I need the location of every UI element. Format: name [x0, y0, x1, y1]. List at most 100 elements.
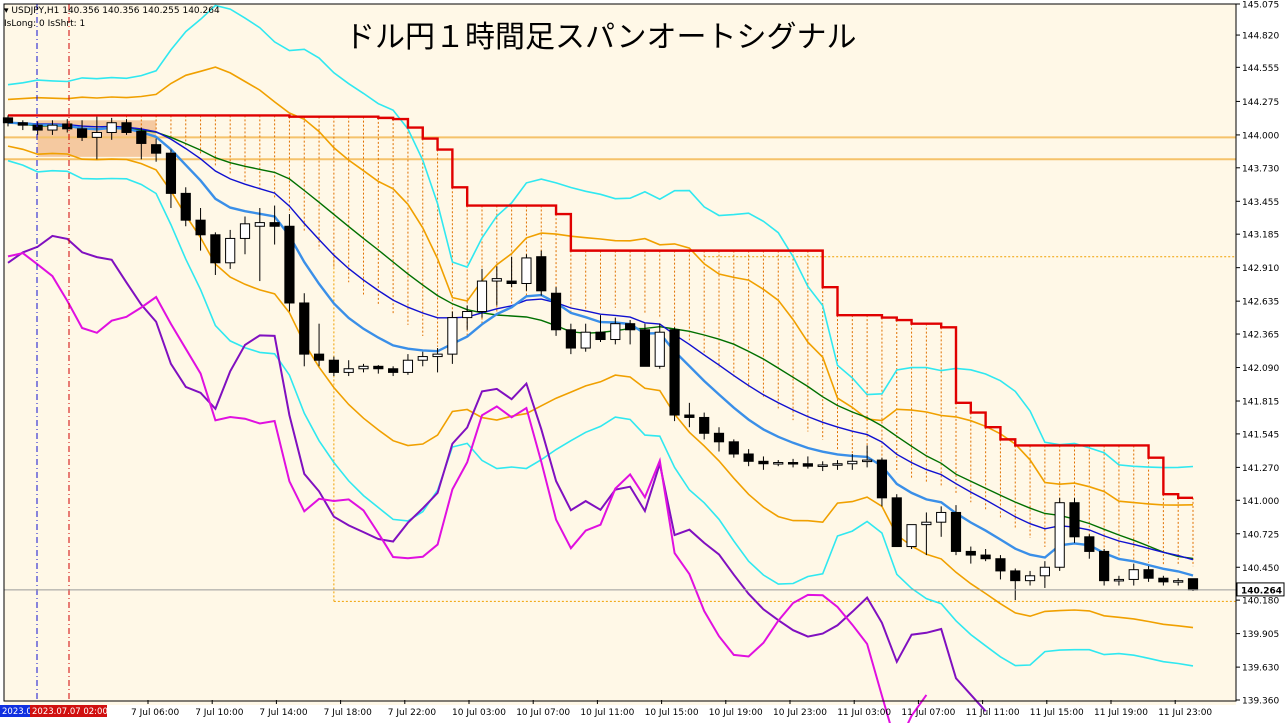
time-tag-red	[30, 705, 107, 717]
candle-body	[536, 256, 547, 292]
candle	[491, 266, 502, 306]
candle-body	[669, 329, 680, 416]
candle-body	[580, 331, 591, 349]
candle-body	[417, 356, 428, 361]
candle-body	[313, 353, 325, 361]
candle-body	[476, 280, 488, 313]
candle-body	[284, 225, 295, 304]
y-tick-label: 143.730	[1242, 164, 1279, 174]
candle-body	[106, 122, 117, 133]
purple-line	[7, 234, 987, 712]
candle-body	[847, 460, 858, 465]
x-tick-label: 7 Jul 14:00	[259, 708, 308, 718]
candle	[62, 119, 73, 133]
candle-body	[210, 234, 221, 264]
dropdown-icon[interactable]: ▾	[4, 6, 9, 16]
candle-body	[1024, 575, 1036, 582]
candle	[432, 348, 443, 373]
candle-body	[758, 460, 769, 465]
y-tick-label: 140.725	[1242, 530, 1279, 540]
candle	[847, 453, 858, 470]
y-tick-label: 142.365	[1242, 331, 1279, 341]
candle	[180, 187, 191, 227]
candle	[521, 254, 532, 291]
candle	[625, 320, 636, 345]
x-tick-label: 11 Jul 11:00	[966, 708, 1020, 718]
candle-body	[462, 311, 473, 319]
candle	[239, 216, 251, 255]
candle-body	[1187, 578, 1199, 591]
candle	[1187, 578, 1199, 592]
y-tick-label: 144.555	[1242, 64, 1279, 74]
candle-body	[565, 329, 576, 349]
candle-body	[62, 123, 73, 130]
candle-body	[684, 414, 695, 418]
x-tick-label: 11 Jul 03:00	[837, 708, 891, 718]
candle-body	[1010, 570, 1021, 582]
overlay-title: ドル円１時間足スパンオートシグナル	[345, 20, 857, 55]
candle-body	[17, 122, 28, 126]
candle	[817, 461, 828, 472]
y-tick-label: 142.090	[1242, 364, 1279, 374]
candle-body	[891, 497, 902, 548]
magenta-line	[7, 252, 928, 723]
candle-body	[965, 550, 976, 556]
candle	[669, 327, 680, 422]
candle	[2, 115, 14, 127]
x-tick-label: 11 Jul 15:00	[1030, 708, 1084, 718]
candle	[965, 546, 976, 564]
candle-body	[373, 365, 384, 370]
candle	[343, 360, 354, 377]
plot-area	[4, 4, 1236, 705]
candle-body	[2, 117, 14, 124]
price-label: 140.264	[1241, 586, 1282, 596]
candle-body	[402, 359, 414, 373]
candle	[921, 512, 932, 556]
candle-body	[239, 223, 251, 239]
candle	[832, 460, 843, 470]
candle-body	[76, 128, 88, 138]
candle-body	[432, 353, 443, 358]
y-tick-label: 143.185	[1242, 231, 1279, 241]
candle	[121, 119, 132, 135]
x-tick-label: 11 Jul 19:00	[1094, 708, 1148, 718]
candle	[225, 229, 236, 269]
candle-body	[1039, 566, 1050, 577]
y-tick-label: 143.455	[1242, 198, 1279, 208]
candle	[462, 305, 473, 330]
candle-body	[269, 222, 280, 227]
candle	[417, 351, 428, 367]
candle	[891, 494, 902, 548]
candle	[254, 207, 265, 282]
candle	[1010, 568, 1021, 601]
candle-body	[195, 219, 206, 236]
candle	[328, 356, 339, 377]
candle-body	[1128, 569, 1139, 580]
candle	[165, 149, 177, 208]
candle-body	[388, 368, 399, 373]
candle-body	[328, 359, 339, 373]
candle	[1099, 548, 1110, 586]
candle-body	[32, 124, 43, 131]
y-tick-label: 145.075	[1242, 1, 1279, 11]
candle	[106, 117, 117, 140]
candle	[787, 458, 799, 468]
x-tick-label: 10 Jul 15:00	[645, 708, 699, 718]
candle	[550, 287, 562, 336]
candle-body	[906, 524, 917, 548]
candle	[876, 457, 888, 507]
candle-body	[136, 130, 147, 144]
candle-body	[121, 122, 132, 133]
candle	[595, 315, 606, 342]
x-tick-label: 11 Jul 07:00	[901, 708, 955, 718]
candle-body	[817, 464, 828, 467]
candle-body	[862, 459, 873, 463]
candle-body	[47, 124, 58, 131]
candle-body	[550, 292, 562, 331]
candle	[402, 354, 414, 375]
symbol-line: USDJPY,H1 140.356 140.356 140.255 140.26…	[11, 6, 220, 16]
candle	[32, 121, 43, 135]
candle-body	[950, 511, 962, 552]
